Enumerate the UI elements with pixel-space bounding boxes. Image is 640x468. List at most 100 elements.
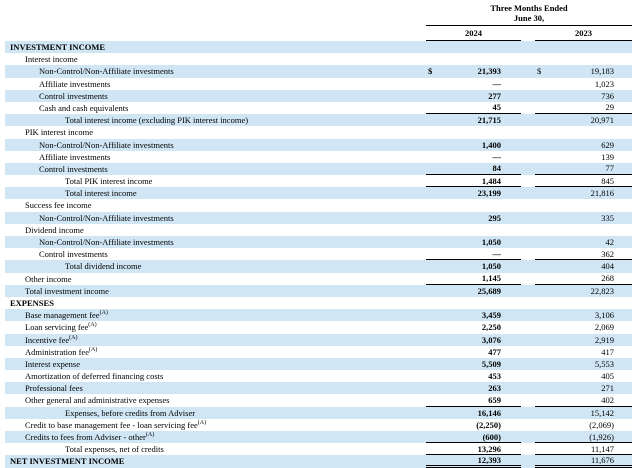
table-header: Three Months Ended June 30, 2024 2023 [5, 3, 632, 41]
table-row: Non-Control/Non-Affiliate investments 1,4… [5, 138, 632, 151]
value-text: 268 [601, 273, 614, 284]
table-row: Affiliate investments — 1,023 [5, 78, 632, 90]
value-2023 [535, 199, 632, 211]
table-row: Base management fee(A) 3,459 3,106 [5, 309, 632, 322]
value-2023: 362 [535, 248, 632, 261]
table-row: Non-Control/Non-Affiliate investments $21… [5, 65, 632, 78]
value-text: 5,553 [594, 358, 614, 369]
table-row: NET INVESTMENT INCOME 12,393 11,676 [5, 454, 632, 468]
value-text: 2,069 [594, 322, 614, 333]
value-text: — [492, 248, 502, 259]
value-2024: (600) [426, 431, 521, 444]
row-label: Affiliate investments [39, 78, 111, 89]
table-row: Dividend income [5, 224, 632, 236]
value-2023: 405 [535, 370, 632, 382]
table-row: Credits to fees from Adviser - other(A)(… [5, 431, 632, 444]
table-row: Control investments 277 736 [5, 89, 632, 102]
value-2024: 3,459 [426, 309, 521, 321]
label-column-spacer [5, 4, 426, 41]
value-text: 42 [605, 237, 615, 247]
value-2023 [535, 297, 632, 309]
value-text: 362 [601, 248, 614, 259]
value-text: 404 [601, 261, 614, 272]
value-2023: 417 [535, 346, 632, 358]
row-label: EXPENSES [10, 297, 54, 308]
period-line-2: June 30, [513, 12, 545, 23]
table-row: Interest expense 5,509 5,553 [5, 357, 632, 371]
value-text: 77 [605, 163, 615, 174]
row-label: Control investments [39, 90, 108, 101]
table-row: Total interest income (excluding PIK int… [5, 114, 632, 127]
row-label: Interest income [25, 54, 78, 65]
row-label: Success fee income [25, 200, 92, 211]
value-2024 [426, 199, 521, 211]
value-2023: 29 [535, 102, 632, 115]
value-2023: 15,142 [535, 407, 632, 419]
value-2023: 1,023 [535, 78, 632, 90]
table-row: Non-Control/Non-Affiliate investments 295… [5, 211, 632, 224]
table-row: Total interest income 23,199 21,816 [5, 187, 632, 200]
value-2024: 84 [426, 163, 521, 176]
table-row: Total investment income 25,689 22,823 [5, 284, 632, 297]
value-text: 21,393 [477, 66, 501, 77]
value-text: 11,676 [590, 454, 614, 465]
column-header-2023: 2023 [535, 27, 632, 41]
footnote-ref: (A) [197, 419, 207, 426]
value-2023: 5,553 [535, 358, 632, 370]
value-2024: 277 [426, 90, 521, 102]
value-text: 15,142 [590, 407, 614, 418]
value-text: 335 [601, 212, 614, 223]
value-text: 21,715 [477, 115, 501, 126]
row-label: INVESTMENT INCOME [10, 42, 106, 52]
value-2024: 1,050 [426, 236, 521, 248]
row-label: Amortization of deferred financing costs [25, 371, 164, 382]
table-row: Total expenses, net of credits 13,296 11,1… [5, 443, 632, 456]
value-2024: — [426, 248, 521, 261]
value-text: 263 [488, 383, 501, 394]
value-2024: 263 [426, 382, 521, 394]
table-row: Other income 1,145 268 [5, 273, 632, 285]
row-label: NET INVESTMENT INCOME [10, 456, 125, 467]
value-2024 [426, 53, 521, 65]
value-2024: 45 [426, 102, 521, 115]
value-text: 5,509 [481, 358, 501, 369]
row-label: Non-Control/Non-Affiliate investments [39, 139, 174, 150]
row-label: Control investments [39, 163, 108, 174]
row-label: Administration fee(A) [25, 346, 98, 357]
value-text: 3,459 [481, 310, 501, 321]
value-text: 2,919 [594, 334, 614, 345]
value-2024: 21,715 [426, 114, 521, 126]
value-2023: 402 [535, 394, 632, 407]
row-label: Other general and administrative expense… [25, 395, 170, 406]
value-text: 405 [601, 371, 614, 382]
row-label: Total interest income (excluding PIK int… [65, 115, 249, 126]
table-row: INVESTMENT INCOME [5, 41, 632, 54]
value-text: 139 [601, 151, 614, 162]
row-label: Total expenses, net of credits [65, 444, 164, 455]
value-text: 12,393 [477, 454, 501, 465]
row-label: Affiliate investments [39, 151, 111, 162]
value-text: 845 [601, 175, 614, 186]
period-columns-header: Three Months Ended June 30, 2024 2023 [426, 3, 632, 41]
value-2023: 11,676 [535, 454, 632, 468]
table-row: Other general and administrative expense… [5, 394, 632, 407]
value-text: 1,484 [481, 175, 501, 186]
value-2024: — [426, 151, 521, 163]
row-label: Base management fee(A) [25, 310, 108, 321]
value-2024: 1,050 [426, 260, 521, 272]
value-2023: 22,823 [535, 285, 632, 297]
value-text: 1,145 [481, 273, 501, 284]
value-text: 84 [492, 163, 502, 174]
value-2024 [426, 41, 521, 53]
value-2023: (2,069) [535, 419, 632, 431]
footnote-ref: (A) [88, 346, 98, 353]
value-2023: 11,147 [535, 443, 632, 456]
value-text: 1,400 [481, 139, 501, 150]
value-2023 [535, 41, 632, 53]
row-label: Other income [25, 273, 72, 284]
value-2024 [426, 224, 521, 236]
value-text: 3,106 [594, 310, 614, 321]
value-2024: 1,400 [426, 139, 521, 151]
table-row: Control investments — 362 [5, 248, 632, 261]
